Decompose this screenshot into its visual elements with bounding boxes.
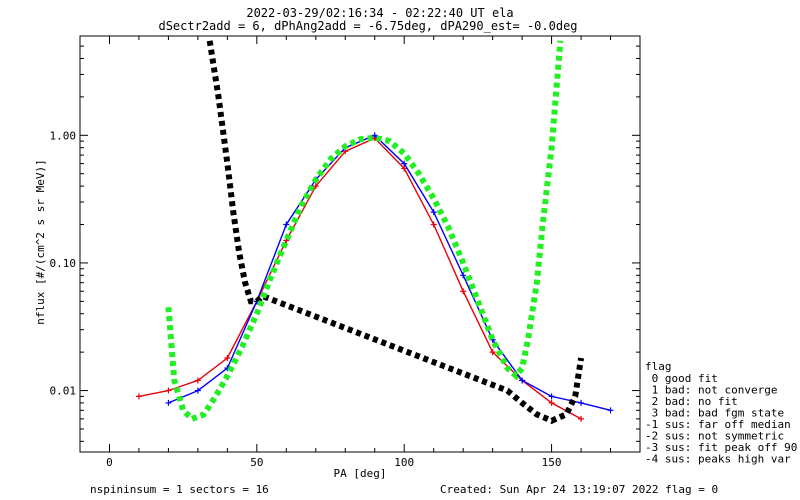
series-red-point bbox=[489, 349, 496, 356]
series-blue-point bbox=[607, 407, 614, 414]
x-tick-label: 150 bbox=[542, 456, 562, 469]
x-tick-label: 100 bbox=[394, 456, 414, 469]
chart-title-line2: dSectr2add = 6, dPhAng2add = -6.75deg, d… bbox=[158, 19, 577, 33]
y-tick-label: 0.10 bbox=[50, 257, 77, 270]
legend-title: flag bbox=[645, 360, 672, 373]
y-tick-label: 1.00 bbox=[50, 129, 77, 142]
legend-items: 0 good fit 1 bad: not converge 2 bad: no… bbox=[645, 372, 797, 466]
series-blue-point bbox=[371, 132, 378, 139]
legend-item: 2 bad: no fit bbox=[645, 395, 738, 408]
series-red-point bbox=[430, 221, 437, 228]
series-red-point bbox=[578, 415, 585, 422]
series-blue-point bbox=[430, 209, 437, 216]
y-tick-label: 0.01 bbox=[50, 385, 77, 398]
series-blue-point bbox=[548, 393, 555, 400]
series-blue-line bbox=[168, 134, 611, 411]
series-red-point bbox=[312, 183, 319, 190]
series-black-line bbox=[206, 40, 585, 424]
series-blue-point bbox=[194, 387, 201, 394]
series-blue-point bbox=[460, 272, 467, 279]
series-red-point bbox=[165, 387, 172, 394]
x-tick-label: 50 bbox=[250, 456, 263, 469]
series-green-line bbox=[165, 40, 564, 423]
x-axis-label: PA [deg] bbox=[334, 467, 387, 480]
series-blue-point bbox=[578, 399, 585, 406]
chart-title-line1: 2022-03-29/02:16:34 - 02:22:40 UT ela bbox=[246, 6, 513, 20]
legend-item: -3 sus: fit peak off 90 bbox=[645, 441, 797, 454]
axes-layer: 0 50 100 150 0.01 0.10 1.00 bbox=[50, 35, 641, 469]
plot-frame bbox=[79, 35, 641, 453]
series-red-point bbox=[135, 393, 142, 400]
series-red-point bbox=[548, 399, 555, 406]
legend-item: -2 sus: not symmetric bbox=[645, 430, 784, 443]
series-blue-point bbox=[519, 377, 526, 384]
series-red-point bbox=[194, 377, 201, 384]
series-red-point bbox=[224, 354, 231, 361]
series-blue-point bbox=[165, 399, 172, 406]
y-axis-label: nflux [#/(cm^2 s sr MeV)] bbox=[34, 159, 47, 325]
legend-item: 1 bad: not converge bbox=[645, 384, 777, 397]
legend-item: -4 sus: peaks high var bbox=[645, 453, 791, 466]
legend-item: -1 sus: far off median bbox=[645, 418, 791, 431]
legend-item: 0 good fit bbox=[645, 372, 718, 385]
footer-left: nspininsum = 1 sectors = 16 bbox=[90, 483, 269, 496]
series-blue-point bbox=[401, 160, 408, 167]
series-red-point bbox=[460, 288, 467, 295]
series-red-line bbox=[138, 137, 582, 420]
data-layer bbox=[135, 40, 614, 424]
footer-right: Created: Sun Apr 24 13:19:07 2022 flag =… bbox=[440, 483, 718, 496]
series-blue-point bbox=[283, 221, 290, 228]
x-tick-label: 0 bbox=[106, 456, 113, 469]
legend-item: 3 bad: bad fgm state bbox=[645, 407, 784, 420]
